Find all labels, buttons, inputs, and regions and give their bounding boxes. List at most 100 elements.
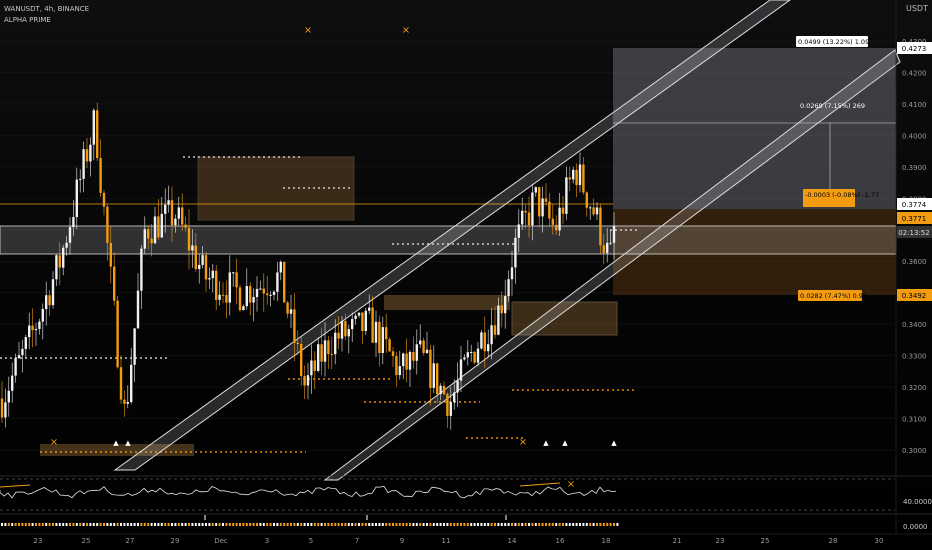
candle-body [568,177,571,180]
supply-zone [197,156,355,221]
x-tick-label: 7 [355,537,359,545]
candle-body [538,187,541,217]
volume-dot [109,523,112,526]
candle-body [368,307,371,311]
candle-body [541,198,544,217]
volume-dot [215,523,218,526]
candle-body [119,367,123,400]
candle-body [544,198,548,202]
volume-dot [473,523,476,526]
candle-body [238,287,242,311]
annotation-label: -0.0003 (-0.08%) -1.77 [805,191,879,199]
volume-dot [69,523,71,526]
candle-body [548,201,551,219]
volume-dot [419,523,422,526]
volume-dot [120,523,122,526]
volume-dot [283,523,286,526]
candle-body [272,291,276,295]
volume-dot [242,523,245,526]
candle-body [296,342,299,345]
volume-dot [426,523,428,526]
candle-body [249,286,252,303]
candle-body [510,267,514,280]
volume-dot [511,523,513,526]
candle-body [259,288,262,290]
sell-marker: × [519,437,527,448]
volume-dot [259,523,262,526]
annotation-bg [796,36,868,47]
volume-dot [538,523,541,526]
candle-body [459,359,463,381]
candle-body [432,363,435,388]
candle-body [293,309,296,343]
candle-body [143,229,146,249]
x-tick-label: 14 [508,537,517,545]
volume-dot [405,523,408,526]
candle-body [116,300,119,368]
volume-dot [211,523,214,526]
demand-zone [511,301,618,336]
candle-body [55,255,58,280]
candle-body [330,353,333,355]
volume-dot [75,523,78,526]
volume-dot [164,523,167,526]
volume-dot [582,523,585,526]
volume-dot [154,523,156,526]
y-tick-label: 0.3600 [902,258,927,266]
candle-body [391,351,395,357]
candle-body [313,360,316,371]
candle-body [252,297,255,303]
volume-dot [228,523,231,526]
candle-body [38,321,41,329]
volume-dot [28,523,31,526]
candle-body [500,305,503,314]
volume-dot [45,523,48,526]
volume-dot [89,523,92,526]
volume-dot [337,523,340,526]
osc-zero-label: 0.0000 [903,523,928,531]
volume-dot [31,523,34,526]
volume-dot [222,523,224,526]
oscillator-signal [0,482,561,488]
volume-dot [500,523,503,526]
volume-dot [38,523,41,526]
volume-dot [320,523,323,526]
volume-dot [24,523,27,526]
candle-body [255,288,259,298]
sell-marker: × [50,437,58,448]
x-tick-label: 25 [761,537,770,545]
candle-body [334,332,337,355]
volume-dot [531,523,534,526]
buy-marker: ▲ [611,439,617,447]
volume-dot [388,523,391,526]
volume-dot [521,523,524,526]
volume-dot [470,523,473,526]
candle-body [0,398,4,418]
buy-marker: ▲ [562,439,568,447]
volume-dot [256,523,258,526]
volume-dot [439,523,442,526]
price-label: 0.3774 [902,201,927,209]
candle-body [453,392,456,403]
volume-dot [191,523,194,526]
candle-body [388,339,391,352]
volume-dot [269,523,272,526]
candle-body [221,294,225,296]
volume-dot [239,523,241,526]
volume-dot [412,523,415,526]
volume-dot [327,523,330,526]
volume-dot [4,523,7,526]
volume-dot [480,523,483,526]
volume-dot [58,523,61,526]
volume-dot [324,523,326,526]
candle-body [412,351,415,361]
candle-body [126,402,129,404]
candle-body [551,218,554,225]
candle-body [106,206,109,243]
candle-body [473,352,476,363]
price-label: 02:13:52 [898,229,929,237]
volume-dot [351,523,354,526]
candle-body [487,344,490,352]
candle-body [177,207,180,219]
